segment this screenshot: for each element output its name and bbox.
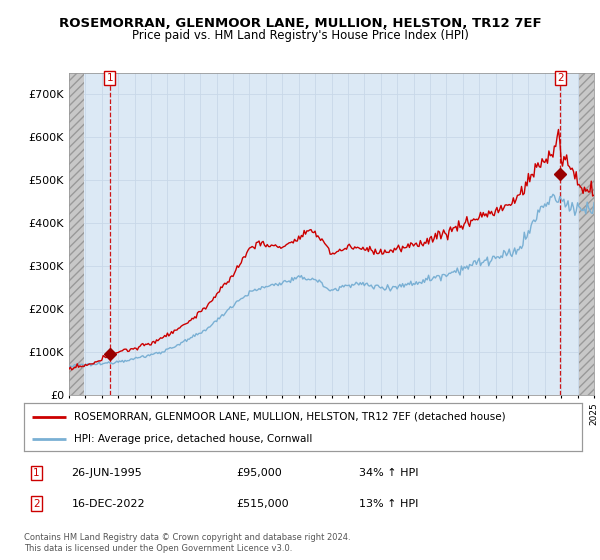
Text: 1: 1 xyxy=(106,73,113,83)
Text: £95,000: £95,000 xyxy=(236,468,282,478)
Text: 2: 2 xyxy=(33,499,40,508)
Text: 2: 2 xyxy=(557,73,564,83)
Text: 13% ↑ HPI: 13% ↑ HPI xyxy=(359,499,418,508)
Text: Price paid vs. HM Land Registry's House Price Index (HPI): Price paid vs. HM Land Registry's House … xyxy=(131,29,469,42)
Text: ROSEMORRAN, GLENMOOR LANE, MULLION, HELSTON, TR12 7EF: ROSEMORRAN, GLENMOOR LANE, MULLION, HELS… xyxy=(59,17,541,30)
Text: 34% ↑ HPI: 34% ↑ HPI xyxy=(359,468,418,478)
Bar xyxy=(579,73,594,395)
Text: 16-DEC-2022: 16-DEC-2022 xyxy=(71,499,145,508)
Text: HPI: Average price, detached house, Cornwall: HPI: Average price, detached house, Corn… xyxy=(74,434,313,444)
Text: ROSEMORRAN, GLENMOOR LANE, MULLION, HELSTON, TR12 7EF (detached house): ROSEMORRAN, GLENMOOR LANE, MULLION, HELS… xyxy=(74,412,506,422)
Text: £515,000: £515,000 xyxy=(236,499,289,508)
Bar xyxy=(69,73,84,395)
Text: Contains HM Land Registry data © Crown copyright and database right 2024.
This d: Contains HM Land Registry data © Crown c… xyxy=(24,533,350,553)
Text: 1: 1 xyxy=(33,468,40,478)
Text: 26-JUN-1995: 26-JUN-1995 xyxy=(71,468,142,478)
